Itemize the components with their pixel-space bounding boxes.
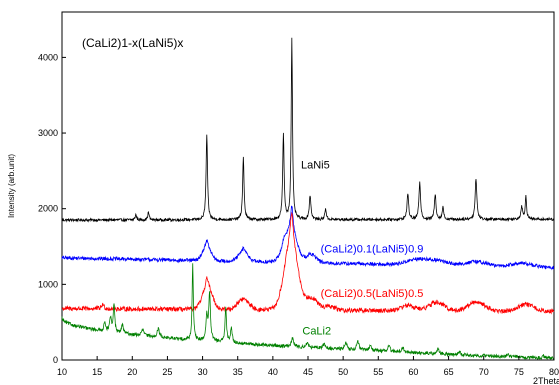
x-tick-label: 40 <box>268 367 278 377</box>
series-line-0 <box>61 37 555 223</box>
y-axis-label: Intensity (arb.unit) <box>7 154 16 218</box>
x-tick-label: 35 <box>233 367 243 377</box>
y-tick-label: 2000 <box>38 204 58 214</box>
series-label-1: (CaLi2)0.1(LaNi5)0.9 <box>321 244 424 256</box>
y-tick-label: 1000 <box>38 279 58 289</box>
x-tick-label: 10 <box>57 367 67 377</box>
x-tick-label: 20 <box>127 367 137 377</box>
x-tick-label: 75 <box>514 367 524 377</box>
x-tick-label: 60 <box>408 367 418 377</box>
ticks-layer: 10 15 20 25 30 35 40 45 50 55 60 65 70 75 80 0 1000 2000 3… <box>38 52 559 377</box>
x-tick-label: 30 <box>198 367 208 377</box>
x-tick-label: 45 <box>303 367 313 377</box>
x-tick-label: 25 <box>162 367 172 377</box>
series-line-2 <box>61 211 555 315</box>
series-layer <box>61 37 555 361</box>
series-label-0: LaNi5 <box>301 160 330 172</box>
series-labels: LaNi5 (CaLi2)0.1(LaNi5)0.9 (CaLi2)0.5(LaNi… <box>301 160 423 338</box>
x-tick-label: 55 <box>373 367 383 377</box>
chart-title: (CaLi2)1-x(LaNi5)x <box>82 36 183 50</box>
y-tick-label: 0 <box>53 355 58 365</box>
series-line-1 <box>61 205 555 271</box>
y-tick-label: 4000 <box>38 52 58 62</box>
x-axis-label: 2Theta (deg) <box>533 376 559 385</box>
series-label-2: (CaLi2)0.5(LaNi5)0.5 <box>321 288 424 300</box>
x-tick-label: 15 <box>92 367 102 377</box>
series-line-3 <box>61 263 555 361</box>
x-tick-label: 80 <box>549 367 559 377</box>
x-tick-label: 50 <box>338 367 348 377</box>
series-label-3: CaLi2 <box>302 325 331 337</box>
y-tick-label: 3000 <box>38 128 58 138</box>
x-tick-label: 65 <box>444 367 454 377</box>
x-tick-label: 70 <box>479 367 489 377</box>
